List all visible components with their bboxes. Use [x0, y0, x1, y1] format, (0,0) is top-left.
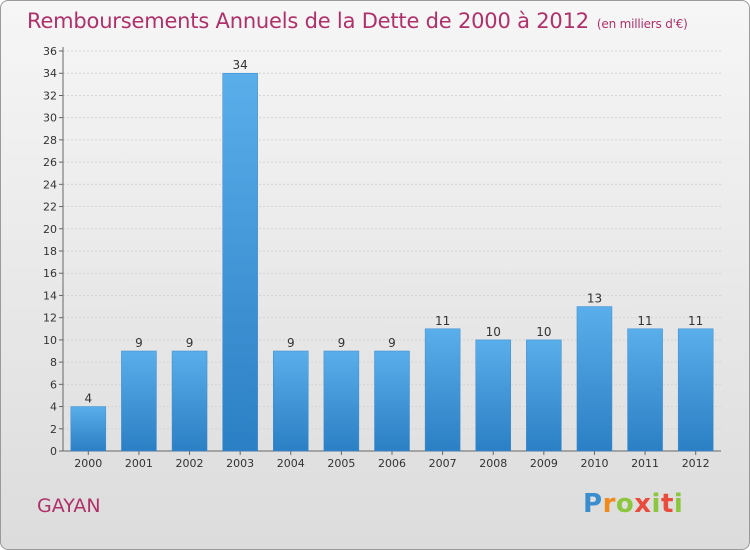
- data-label: 11: [435, 314, 450, 328]
- y-tick-label: 2: [50, 423, 57, 436]
- y-tick-label: 30: [43, 112, 57, 125]
- bar: [323, 350, 360, 452]
- proxiti-logo: Proxiti: [583, 489, 683, 519]
- data-label: 10: [486, 325, 501, 339]
- bar: [121, 350, 157, 452]
- y-tick-label: 10: [43, 334, 57, 347]
- chart-title: Remboursements Annuels de la Dette de 20…: [27, 9, 688, 33]
- y-tick-label: 22: [43, 201, 57, 214]
- data-label: 10: [536, 325, 551, 339]
- bars: [70, 72, 714, 452]
- x-tick-label: 2012: [682, 457, 710, 470]
- x-tick-label: 2005: [327, 457, 355, 470]
- logo-letter: t: [660, 489, 674, 519]
- bar: [171, 350, 208, 452]
- x-tick-label: 2006: [378, 457, 406, 470]
- x-tick-label: 2007: [429, 457, 457, 470]
- data-label: 9: [287, 336, 295, 350]
- y-tick-label: 12: [43, 312, 57, 325]
- data-label: 11: [688, 314, 703, 328]
- x-tick-label: 2000: [74, 457, 102, 470]
- data-label: 4: [84, 392, 92, 406]
- x-tick-label: 2002: [176, 457, 204, 470]
- bar: [273, 350, 309, 452]
- y-tick-label: 8: [50, 356, 57, 369]
- y-tick-label: 14: [43, 289, 57, 302]
- data-label: 11: [637, 314, 652, 328]
- data-label: 9: [135, 336, 143, 350]
- logo-letter: r: [602, 489, 616, 519]
- y-tick-label: 20: [43, 223, 57, 236]
- y-tick-label: 0: [50, 445, 57, 458]
- logo-letter: x: [634, 489, 652, 519]
- y-tick-label: 36: [43, 45, 57, 58]
- data-label: 34: [233, 58, 248, 72]
- bar: [424, 328, 461, 452]
- x-tick-label: 2010: [580, 457, 608, 470]
- bar: [677, 328, 714, 452]
- bar: [475, 339, 511, 452]
- y-tick-label: 24: [43, 178, 57, 191]
- y-tick-label: 28: [43, 134, 57, 147]
- y-tick-label: 4: [50, 401, 57, 414]
- unit-label: (en milliers d'€): [596, 17, 688, 31]
- y-tick-label: 16: [43, 267, 57, 280]
- bar: [222, 72, 258, 452]
- city-name: GAYAN: [37, 495, 101, 517]
- y-tick-label: 26: [43, 156, 57, 169]
- data-label: 9: [338, 336, 346, 350]
- bar: [627, 328, 663, 452]
- data-label: 13: [587, 292, 602, 306]
- logo-letter: i: [651, 489, 661, 519]
- logo-letter: i: [673, 489, 684, 519]
- y-tick-label: 34: [43, 67, 57, 80]
- x-tick-label: 2009: [530, 457, 558, 470]
- bar: [374, 350, 410, 452]
- logo-letter: o: [615, 489, 635, 519]
- x-tick-label: 2004: [277, 457, 305, 470]
- title-text: Remboursements Annuels de la Dette de 20…: [27, 9, 589, 33]
- logo-letter: P: [583, 489, 603, 519]
- y-tick-label: 32: [43, 89, 57, 102]
- x-tick-label: 2011: [631, 457, 659, 470]
- data-label: 9: [186, 336, 194, 350]
- y-tick-label: 18: [43, 245, 57, 258]
- x-tick-label: 2003: [226, 457, 254, 470]
- labels: 0246810121416182022242628303234364200092…: [43, 45, 710, 470]
- y-tick-label: 6: [50, 378, 57, 391]
- data-label: 9: [388, 336, 396, 350]
- bar: [576, 306, 613, 452]
- x-tick-label: 2008: [479, 457, 507, 470]
- x-tick-label: 2001: [125, 457, 153, 470]
- bar: [526, 339, 562, 452]
- bar: [70, 406, 107, 452]
